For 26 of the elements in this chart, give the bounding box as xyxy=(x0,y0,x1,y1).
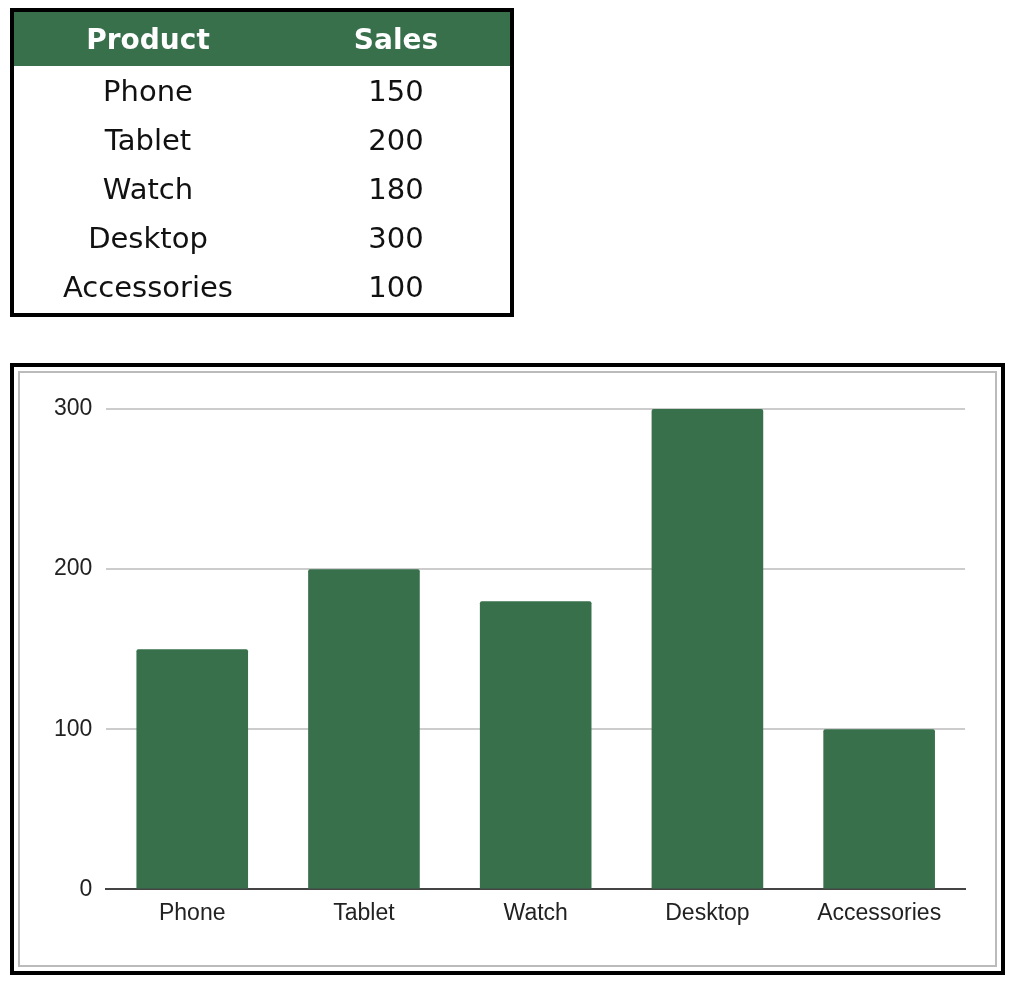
text: 180 xyxy=(367,171,425,206)
x-tick-label: Desktop xyxy=(665,898,750,925)
text: 150 xyxy=(367,73,425,108)
y-tick-label: 100 xyxy=(54,714,93,741)
text: Accessories xyxy=(62,269,234,304)
text: 300 xyxy=(367,220,425,255)
text: Tablet xyxy=(103,122,193,157)
y-tick-label: 0 xyxy=(79,874,93,901)
text: 100 xyxy=(367,269,425,304)
text: Watch xyxy=(101,171,195,206)
x-tick-label: Tablet xyxy=(333,898,396,925)
y-tick-label: 300 xyxy=(54,394,93,421)
bar xyxy=(823,729,935,889)
text: Sales xyxy=(352,22,440,56)
bar xyxy=(651,409,764,889)
x-tick-label: Accessories xyxy=(817,898,942,925)
bar xyxy=(136,649,249,889)
text: 200 xyxy=(367,122,425,157)
text: Product xyxy=(85,22,211,56)
bar xyxy=(308,569,420,889)
text: Desktop xyxy=(87,220,209,255)
x-tick-label: Watch xyxy=(503,898,568,925)
x-tick-label: Phone xyxy=(158,898,226,925)
bar xyxy=(479,601,592,889)
text: Phone xyxy=(102,73,194,108)
y-tick-label: 200 xyxy=(54,554,93,581)
